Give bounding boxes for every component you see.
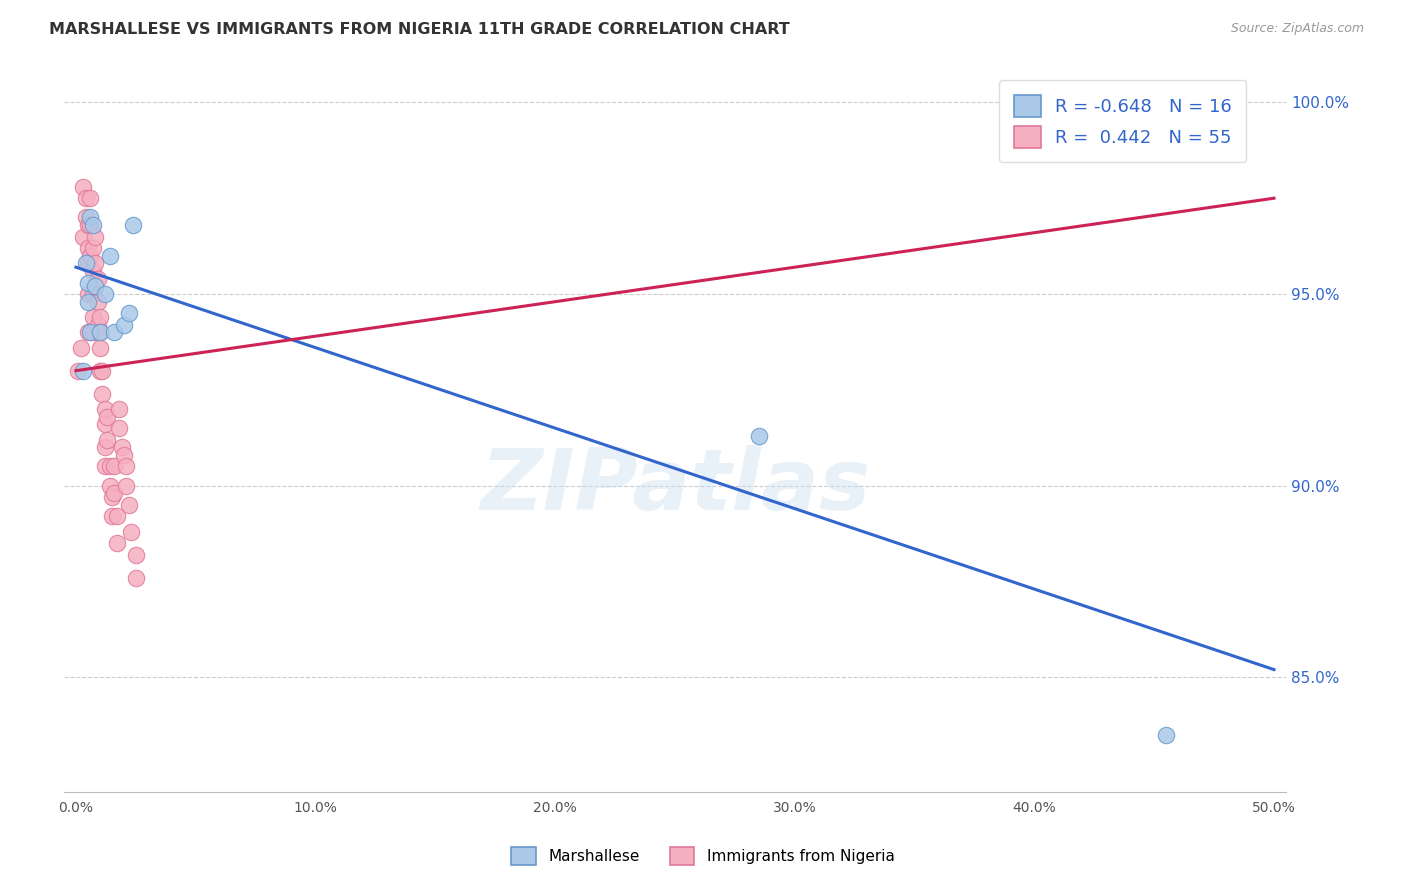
Point xyxy=(77,241,100,255)
Point xyxy=(93,440,115,454)
Point xyxy=(86,294,108,309)
Point xyxy=(79,191,101,205)
Point xyxy=(118,306,141,320)
Point xyxy=(72,179,94,194)
Point xyxy=(96,409,118,424)
Point xyxy=(112,448,135,462)
Point xyxy=(93,401,115,416)
Point xyxy=(84,256,107,270)
Point xyxy=(748,429,770,443)
Point xyxy=(86,271,108,285)
Point xyxy=(120,524,142,539)
Point xyxy=(79,326,101,340)
Point xyxy=(82,287,104,301)
Text: MARSHALLESE VS IMMIGRANTS FROM NIGERIA 11TH GRADE CORRELATION CHART: MARSHALLESE VS IMMIGRANTS FROM NIGERIA 1… xyxy=(49,22,790,37)
Legend: Marshallese, Immigrants from Nigeria: Marshallese, Immigrants from Nigeria xyxy=(505,841,901,871)
Point xyxy=(72,229,94,244)
Point xyxy=(82,310,104,324)
Point xyxy=(108,401,131,416)
Point xyxy=(103,326,125,340)
Point xyxy=(93,459,115,474)
Point xyxy=(89,364,111,378)
Point xyxy=(84,279,107,293)
Point xyxy=(89,341,111,355)
Point xyxy=(79,218,101,232)
Point xyxy=(72,364,94,378)
Point xyxy=(118,498,141,512)
Text: ZIPatlas: ZIPatlas xyxy=(479,445,870,528)
Point xyxy=(91,386,114,401)
Text: Source: ZipAtlas.com: Source: ZipAtlas.com xyxy=(1230,22,1364,36)
Point xyxy=(77,276,100,290)
Point xyxy=(84,229,107,244)
Point xyxy=(103,459,125,474)
Point xyxy=(105,509,128,524)
Point xyxy=(98,249,121,263)
Point xyxy=(89,326,111,340)
Point xyxy=(108,421,131,435)
Point xyxy=(125,571,148,585)
Point xyxy=(79,211,101,225)
Point xyxy=(105,536,128,550)
Legend: R = -0.648   N = 16, R =  0.442   N = 55: R = -0.648 N = 16, R = 0.442 N = 55 xyxy=(1000,80,1246,162)
Point xyxy=(77,287,100,301)
Point xyxy=(77,326,100,340)
Point xyxy=(75,256,97,270)
Point xyxy=(86,318,108,332)
Point xyxy=(112,318,135,332)
Point xyxy=(1154,728,1177,742)
Point xyxy=(82,241,104,255)
Point xyxy=(82,218,104,232)
Point xyxy=(75,211,97,225)
Point xyxy=(89,310,111,324)
Point xyxy=(77,256,100,270)
Point xyxy=(91,364,114,378)
Point xyxy=(103,486,125,500)
Point xyxy=(79,249,101,263)
Point xyxy=(82,264,104,278)
Point xyxy=(77,218,100,232)
Point xyxy=(101,509,124,524)
Point xyxy=(98,459,121,474)
Point xyxy=(93,287,115,301)
Point xyxy=(115,459,138,474)
Point xyxy=(96,433,118,447)
Point xyxy=(98,478,121,492)
Point xyxy=(75,191,97,205)
Point xyxy=(93,417,115,432)
Point xyxy=(101,490,124,504)
Point xyxy=(67,364,90,378)
Point xyxy=(115,478,138,492)
Point xyxy=(125,548,148,562)
Point xyxy=(77,294,100,309)
Point xyxy=(69,341,91,355)
Point xyxy=(122,218,145,232)
Point xyxy=(89,326,111,340)
Point xyxy=(82,326,104,340)
Point xyxy=(110,440,132,454)
Point xyxy=(84,279,107,293)
